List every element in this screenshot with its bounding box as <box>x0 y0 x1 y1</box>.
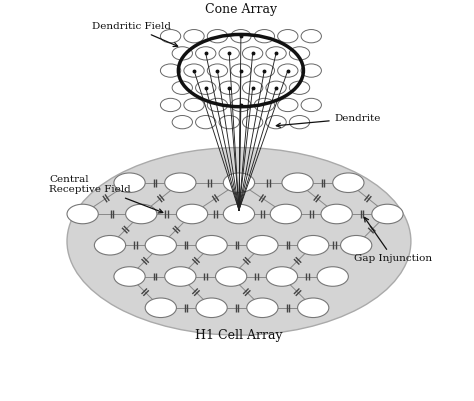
Ellipse shape <box>184 64 204 77</box>
Ellipse shape <box>207 98 228 111</box>
Text: Dendrite: Dendrite <box>276 114 381 128</box>
Ellipse shape <box>298 235 329 255</box>
Ellipse shape <box>270 204 301 224</box>
Ellipse shape <box>243 47 263 60</box>
Ellipse shape <box>282 173 313 192</box>
Ellipse shape <box>278 64 298 77</box>
Ellipse shape <box>207 30 228 43</box>
Ellipse shape <box>184 98 204 111</box>
Ellipse shape <box>160 98 181 111</box>
Ellipse shape <box>301 30 321 43</box>
Ellipse shape <box>372 204 403 224</box>
Text: H1 Cell Array: H1 Cell Array <box>195 329 283 342</box>
Ellipse shape <box>196 298 227 318</box>
Ellipse shape <box>114 173 145 192</box>
Ellipse shape <box>126 204 157 224</box>
Ellipse shape <box>266 267 298 286</box>
Ellipse shape <box>223 204 255 224</box>
Ellipse shape <box>278 30 298 43</box>
Ellipse shape <box>172 115 192 129</box>
Ellipse shape <box>298 298 329 318</box>
Ellipse shape <box>67 204 98 224</box>
Ellipse shape <box>266 81 286 94</box>
Ellipse shape <box>254 30 274 43</box>
Ellipse shape <box>164 267 196 286</box>
Ellipse shape <box>254 98 274 111</box>
Ellipse shape <box>216 267 247 286</box>
Ellipse shape <box>340 235 372 255</box>
Ellipse shape <box>266 47 286 60</box>
Ellipse shape <box>184 30 204 43</box>
Ellipse shape <box>243 81 263 94</box>
Ellipse shape <box>219 115 239 129</box>
Text: Cone Array: Cone Array <box>205 3 277 16</box>
Ellipse shape <box>231 64 251 77</box>
Ellipse shape <box>164 173 196 192</box>
Ellipse shape <box>219 81 239 94</box>
Text: Central
Receptive Field: Central Receptive Field <box>49 175 163 213</box>
Ellipse shape <box>243 115 263 129</box>
Ellipse shape <box>172 47 192 60</box>
Ellipse shape <box>223 173 255 192</box>
Ellipse shape <box>278 98 298 111</box>
Ellipse shape <box>289 115 310 129</box>
Ellipse shape <box>196 81 216 94</box>
Ellipse shape <box>301 98 321 111</box>
Ellipse shape <box>247 235 278 255</box>
Ellipse shape <box>289 47 310 60</box>
Ellipse shape <box>114 267 145 286</box>
Text: Gap Injunction: Gap Injunction <box>354 217 432 263</box>
Ellipse shape <box>321 204 352 224</box>
Ellipse shape <box>333 173 364 192</box>
Ellipse shape <box>67 148 411 335</box>
Ellipse shape <box>160 64 181 77</box>
Ellipse shape <box>231 30 251 43</box>
Ellipse shape <box>160 30 181 43</box>
Ellipse shape <box>172 81 192 94</box>
Ellipse shape <box>94 235 126 255</box>
Ellipse shape <box>219 47 239 60</box>
Text: Dendritic Field: Dendritic Field <box>92 22 178 47</box>
Ellipse shape <box>176 204 208 224</box>
Ellipse shape <box>196 235 227 255</box>
Ellipse shape <box>196 115 216 129</box>
Ellipse shape <box>266 115 286 129</box>
Ellipse shape <box>196 47 216 60</box>
Ellipse shape <box>145 235 176 255</box>
Ellipse shape <box>289 81 310 94</box>
Ellipse shape <box>207 64 228 77</box>
Ellipse shape <box>145 298 176 318</box>
Ellipse shape <box>254 64 274 77</box>
Ellipse shape <box>301 64 321 77</box>
Ellipse shape <box>247 298 278 318</box>
Ellipse shape <box>317 267 348 286</box>
Ellipse shape <box>231 98 251 111</box>
